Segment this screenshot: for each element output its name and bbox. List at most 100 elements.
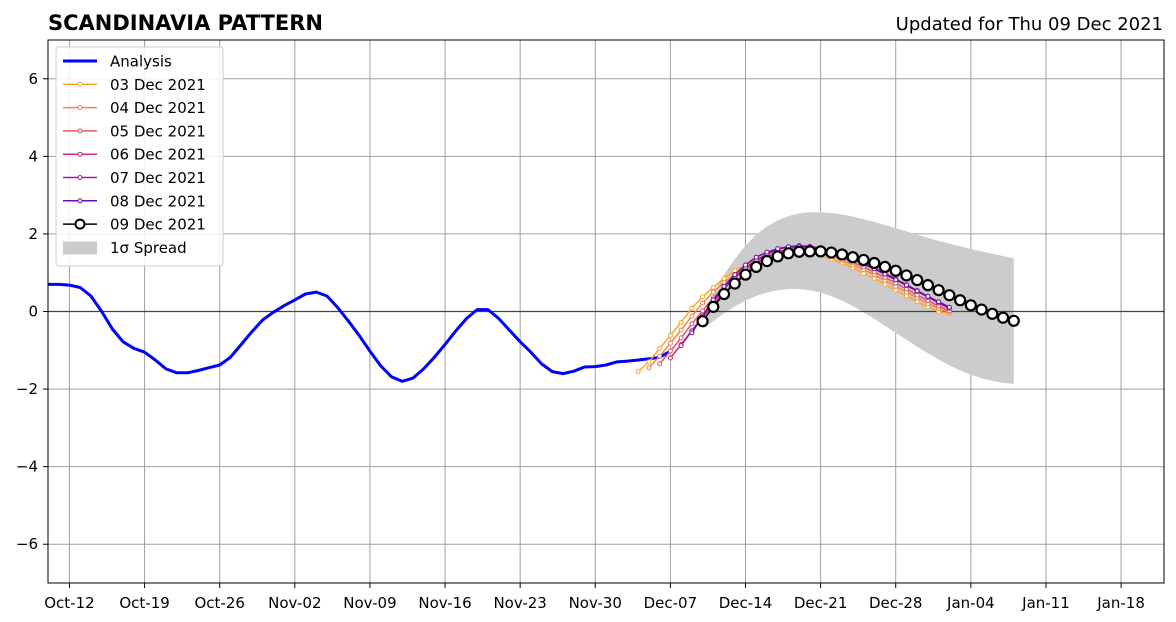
legend-swatch-marker — [77, 105, 83, 111]
legend-label: 07 Dec 2021 — [110, 169, 206, 187]
x-tick-label: Nov-30 — [569, 594, 622, 612]
current-forecast-point — [986, 307, 999, 320]
legend-label: 08 Dec 2021 — [110, 192, 206, 210]
current-forecast-point — [846, 251, 859, 264]
x-tick-label: Oct-26 — [194, 594, 244, 612]
analysis-line — [48, 282, 672, 383]
y-tick-label: −2 — [16, 380, 38, 398]
current-forecast-point — [750, 260, 763, 273]
forecast-point — [700, 300, 706, 306]
forecast-point — [667, 348, 673, 354]
x-tick-label: Nov-09 — [343, 594, 396, 612]
current-forecast-point — [793, 245, 806, 258]
legend-swatch-marker — [74, 218, 86, 230]
current-forecast-point — [964, 299, 977, 312]
current-forecast-point — [825, 246, 838, 259]
legend-label: Analysis — [110, 53, 172, 71]
forecast-point — [667, 340, 673, 346]
forecast-point — [635, 369, 641, 375]
forecast-point — [893, 277, 899, 283]
x-tick-label: Jan-04 — [946, 594, 995, 612]
legend-label: 09 Dec 2021 — [110, 216, 206, 234]
forecast-point — [657, 353, 663, 359]
current-forecast-point — [814, 245, 827, 258]
x-tick-label: Oct-12 — [44, 594, 94, 612]
forecast-point — [721, 283, 727, 289]
forecast-point — [946, 304, 952, 310]
current-forecast-point — [900, 269, 913, 282]
current-forecast-point — [975, 303, 988, 316]
y-tick-label: 2 — [28, 225, 38, 243]
forecast-point — [710, 289, 716, 295]
current-forecast-point — [996, 311, 1010, 324]
current-forecast-point — [728, 277, 741, 290]
forecast-point — [657, 361, 663, 367]
forecast-point — [678, 343, 684, 349]
legend-label: 04 Dec 2021 — [110, 99, 206, 117]
legend-swatch-marker — [77, 198, 83, 204]
legend-swatch-marker — [77, 151, 83, 157]
current-forecast-point — [835, 248, 849, 261]
x-tick-label: Nov-16 — [418, 594, 471, 612]
forecast-point — [710, 284, 716, 290]
forecast-point — [700, 308, 706, 314]
legend-swatch-spread — [63, 241, 97, 255]
forecast-point — [764, 249, 770, 255]
spread-band-layer — [702, 212, 1014, 384]
y-tick-label: −4 — [16, 458, 38, 476]
x-tick-label: Dec-21 — [794, 594, 848, 612]
chart-title: SCANDINAVIA PATTERN — [48, 11, 323, 35]
legend: Analysis 03 Dec 2021 04 Dec 2021 05 Dec 202… — [55, 46, 224, 267]
series-layer — [48, 243, 1020, 383]
current-forecast-point — [954, 294, 967, 307]
forecast-point — [689, 330, 695, 336]
forecast-point — [775, 246, 781, 252]
forecast-point — [678, 335, 684, 341]
current-forecast-point — [782, 247, 795, 260]
current-forecast-point — [932, 284, 945, 297]
current-forecast-point — [1007, 314, 1020, 327]
x-tick-label: Jan-11 — [1021, 594, 1070, 612]
x-tick-label: Nov-02 — [268, 594, 321, 612]
forecast-point — [903, 282, 909, 288]
spread-band — [702, 212, 1014, 384]
forecast-point — [646, 365, 652, 371]
current-forecast-point — [760, 254, 774, 268]
current-forecast-point — [921, 279, 935, 292]
forecast-point — [753, 254, 759, 260]
x-tick-label: Jan-18 — [1096, 594, 1145, 612]
current-forecast-point — [943, 289, 956, 302]
current-forecast-point — [857, 253, 870, 267]
y-tick-label: 0 — [28, 303, 38, 321]
legend-box — [55, 46, 224, 267]
forecast-point — [689, 305, 695, 311]
y-tick-label: 6 — [28, 70, 38, 88]
y-tick-label: −6 — [16, 535, 38, 553]
current-forecast-point — [889, 264, 902, 277]
current-forecast-point — [717, 287, 731, 301]
forecast-point — [678, 319, 684, 325]
x-tick-label: Oct-19 — [119, 594, 169, 612]
forecast-point — [657, 345, 663, 351]
forecast-point — [732, 272, 738, 278]
y-tick-label: 4 — [28, 147, 38, 165]
forecast-point — [743, 262, 748, 268]
forecast-point — [936, 299, 942, 305]
forecast-point — [678, 327, 684, 333]
forecast-point — [667, 333, 673, 339]
x-tick-label: Nov-23 — [493, 594, 546, 612]
current-forecast-point — [771, 250, 784, 263]
current-forecast-point — [803, 245, 816, 258]
current-forecast-point — [878, 260, 892, 273]
x-tick-label: Dec-07 — [644, 594, 698, 612]
forecast-point — [646, 359, 652, 365]
forecast-point — [667, 355, 673, 361]
legend-label: 06 Dec 2021 — [110, 146, 206, 164]
x-tick-label: Dec-28 — [869, 594, 923, 612]
current-forecast-series — [696, 245, 1020, 328]
legend-label: 05 Dec 2021 — [110, 122, 206, 140]
forecast-point — [914, 288, 920, 294]
legend-swatch-marker — [77, 175, 83, 180]
current-forecast-point — [739, 268, 752, 281]
